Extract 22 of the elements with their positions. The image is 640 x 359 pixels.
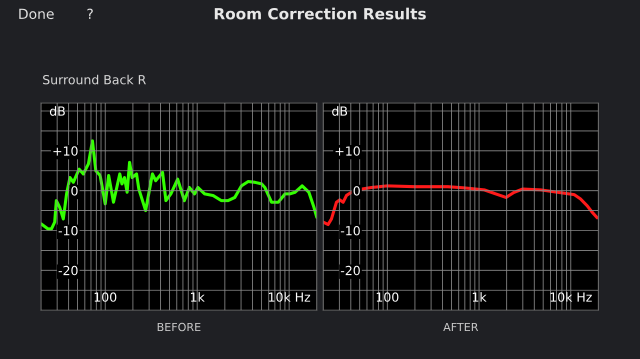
- y-axis-title: dB: [50, 106, 65, 116]
- y-tick-label: -20: [58, 266, 78, 276]
- x-tick-label: 10k Hz: [550, 292, 592, 302]
- y-axis-title: dB: [332, 106, 348, 116]
- chart-subtitle: Surround Back R: [43, 74, 146, 84]
- x-axis-title: BEFORE: [158, 322, 200, 332]
- y-tick-label: -10: [340, 226, 360, 236]
- text: ?: [87, 8, 93, 19]
- x-axis-title: AFTER: [443, 322, 478, 332]
- y-tick-label: +10: [336, 146, 360, 156]
- chart-title: Room Correction Results: [214, 8, 426, 20]
- x-tick-label: 1k: [190, 292, 205, 302]
- y-tick-label: -20: [340, 266, 360, 276]
- x-tick-label: 1k: [472, 292, 487, 302]
- x-tick-label: 100: [376, 292, 398, 302]
- y-tick-label: 0: [71, 186, 78, 196]
- y-tick-label: +10: [53, 146, 78, 156]
- y-tick-label: -10: [58, 226, 78, 236]
- text: Done: [19, 8, 54, 20]
- x-tick-label: 10k Hz: [268, 292, 310, 302]
- x-tick-label: 100: [94, 292, 116, 302]
- y-tick-label: 0: [354, 186, 360, 196]
